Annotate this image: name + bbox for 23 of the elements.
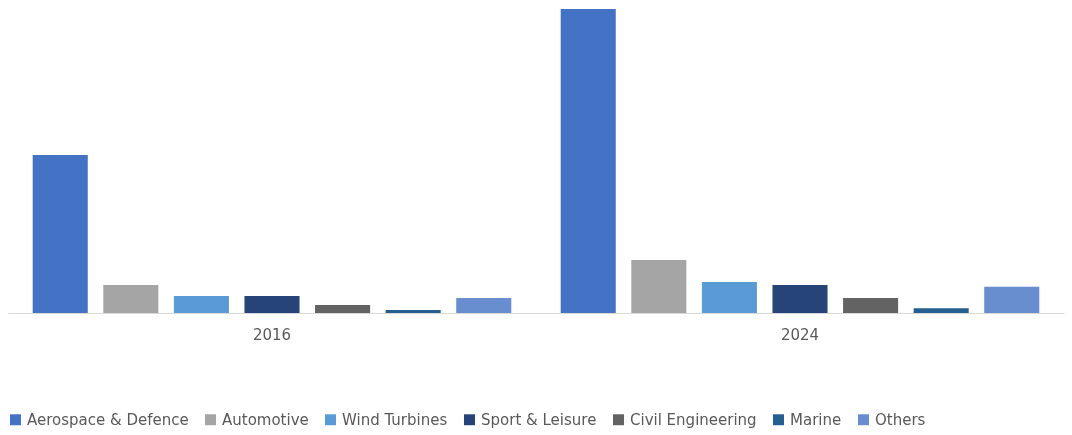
legend-label: Marine — [790, 410, 842, 429]
legend-label: Aerospace & Defence — [27, 410, 189, 429]
bar — [456, 298, 512, 313]
bar — [103, 285, 159, 313]
legend-label: Automotive — [222, 410, 309, 429]
legend-label: Wind Turbines — [342, 410, 448, 429]
bar — [32, 154, 88, 313]
legend-label: Others — [875, 410, 926, 429]
bar — [843, 298, 899, 313]
bar — [315, 305, 371, 313]
bar — [984, 286, 1040, 313]
legend-label: Civil Engineering — [630, 410, 757, 429]
bar — [913, 308, 969, 313]
bar — [560, 9, 616, 313]
bar — [385, 309, 441, 313]
bar — [631, 260, 687, 313]
legend-label: Sport & Leisure — [481, 410, 597, 429]
x-tick-label: 2024 — [780, 325, 820, 344]
bar — [772, 285, 828, 313]
bar — [173, 295, 229, 313]
bar — [244, 295, 300, 313]
bar — [701, 281, 757, 313]
x-tick-label: 2016 — [252, 325, 292, 344]
